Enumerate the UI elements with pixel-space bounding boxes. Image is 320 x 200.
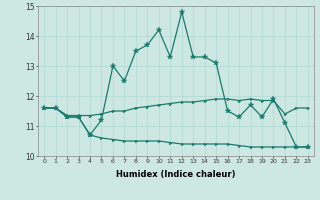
X-axis label: Humidex (Indice chaleur): Humidex (Indice chaleur) — [116, 170, 236, 179]
